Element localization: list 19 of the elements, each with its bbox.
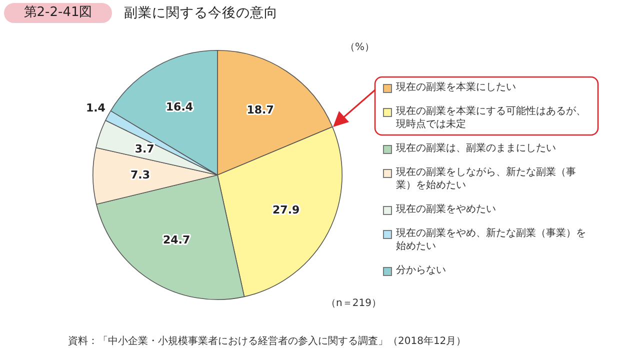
text: （%） — [345, 41, 375, 54]
data-label: 16.4 — [166, 100, 194, 114]
legend-label: 現在の副業を本業にしたい — [396, 81, 516, 94]
legend-label: 現在の副業をしながら、新たな副業（事業）を始めたい — [396, 166, 577, 192]
data-label: 18.7 — [246, 104, 274, 117]
legend-label: 現在の副業をやめ、新たな副業（事業）を始めたい — [396, 227, 587, 253]
data-label: 7.3 — [130, 168, 150, 182]
data-label: 27.9 — [272, 203, 300, 216]
legend-label: 分からない — [396, 264, 446, 277]
legend-label: 現在の副業を本業にする可能性はあるが、現時点では未定 — [396, 105, 587, 131]
chart-title: 副業に関する今後の意向 — [124, 4, 278, 22]
legend-label: 現在の副業は、副業のままにしたい — [396, 142, 556, 155]
legend-label: 現在の副業をやめたい — [396, 203, 496, 216]
text: 第2-2-41図 — [4, 3, 112, 23]
data-label: 1.4 — [86, 102, 106, 115]
data-label: 3.7 — [134, 142, 154, 156]
data-label: 24.7 — [162, 233, 190, 246]
text: 資料：「中小企業・小規模事業者における経営者の参入に関する調査」（2018年12月） — [68, 334, 466, 348]
text: （n＝219） — [326, 297, 382, 310]
